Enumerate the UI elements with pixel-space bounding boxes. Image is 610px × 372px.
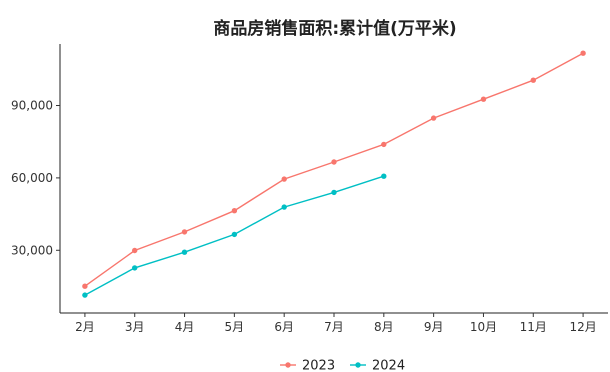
x-tick-label: 8月 <box>374 320 394 334</box>
legend-swatch-point <box>285 362 291 368</box>
y-tick-label: 60,000 <box>11 171 53 185</box>
data-point-2023 <box>331 159 337 165</box>
data-point-2023 <box>381 141 387 148</box>
x-tick-label: 6月 <box>274 320 294 334</box>
x-tick-label: 11月 <box>520 320 547 334</box>
data-point-2023 <box>82 283 88 289</box>
x-tick-label: 2月 <box>75 320 95 334</box>
data-point-2024 <box>82 292 88 298</box>
legend-label: 2024 <box>372 359 405 372</box>
legend-label: 2023 <box>302 359 335 372</box>
data-point-2024 <box>331 189 337 196</box>
data-point-2023 <box>132 247 138 254</box>
data-point-2024 <box>181 249 188 255</box>
data-point-2024 <box>281 204 287 210</box>
legend-item-2023: 2023 <box>280 359 335 372</box>
legend: 2023 2024 <box>280 359 405 372</box>
data-point-2023 <box>181 229 188 235</box>
data-point-2023 <box>430 115 437 121</box>
data-point-2023 <box>580 50 586 56</box>
x-tick-label: 3月 <box>125 320 145 334</box>
data-point-2023 <box>530 77 536 83</box>
y-tick-label: 30,000 <box>11 243 53 257</box>
x-tick-label: 12月 <box>569 320 596 334</box>
legend-item-2024: 2024 <box>350 359 405 372</box>
legend-swatch-point <box>355 362 361 368</box>
axes: 30,000 60,000 90,000 2月 3月 4月 5月 6月 7月 8月 9月 10月 11月… <box>11 44 608 334</box>
data-point-2023 <box>281 176 287 182</box>
x-tick-label: 4月 <box>175 320 195 334</box>
x-tick-label: 10月 <box>470 320 497 334</box>
data-point-2023 <box>231 208 238 214</box>
chart-title: 商品房销售面积:累计值(万平米) <box>213 18 456 39</box>
series-line-2023 <box>84 52 584 287</box>
x-tick-label: 7月 <box>324 320 344 334</box>
data-point-2024 <box>381 173 387 179</box>
data-point-2023 <box>480 96 487 102</box>
plot-marks <box>82 50 586 298</box>
x-tick-label: 9月 <box>424 320 444 334</box>
data-point-2024 <box>132 265 138 271</box>
x-tick-label: 5月 <box>225 320 245 334</box>
y-tick-label: 90,000 <box>11 99 53 113</box>
data-point-2024 <box>231 231 238 238</box>
